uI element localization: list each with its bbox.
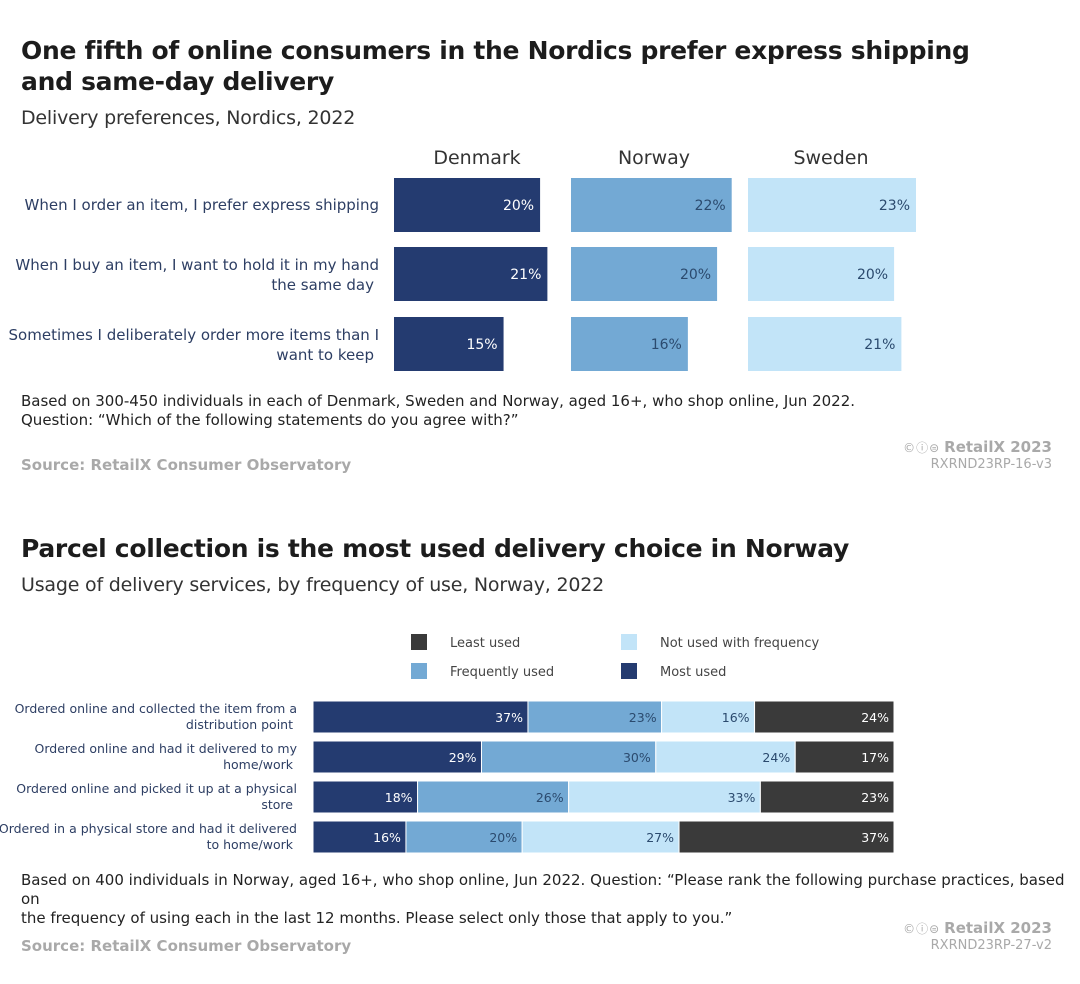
segment-data-label: 29% bbox=[449, 750, 477, 765]
bar-data-label: 15% bbox=[466, 337, 497, 353]
legend-label: Least used bbox=[450, 636, 520, 651]
chart1-plot: Denmark Norway Sweden When I order an item,… bbox=[9, 147, 916, 371]
stacked-segment bbox=[568, 780, 761, 814]
stacked-segment bbox=[405, 820, 523, 854]
bar-sweden bbox=[748, 178, 916, 232]
chart2-code: RXRND23RP-27-v2 bbox=[930, 938, 1052, 953]
row-label: Ordered in a physical store and had it d… bbox=[0, 821, 297, 836]
chart1-title-line1: One fifth of online consumers in the Nor… bbox=[21, 36, 970, 65]
chart2-brand: ©ⓘ⊜ RetailX 2023 RXRND23RP-27-v2 bbox=[903, 919, 1052, 953]
row-label: Ordered online and had it delivered to m… bbox=[35, 741, 298, 756]
chart1-note-line2: Question: “Which of the following statem… bbox=[21, 411, 519, 429]
panel-header-norway: Norway bbox=[618, 147, 690, 169]
segment-data-label: 27% bbox=[646, 830, 674, 845]
row-label: When I order an item, I prefer express s… bbox=[25, 196, 379, 214]
legend-swatch bbox=[411, 634, 427, 650]
segment-data-label: 24% bbox=[762, 750, 790, 765]
stacked-segment bbox=[527, 700, 663, 734]
row-label: home/work bbox=[223, 757, 294, 772]
segment-data-label: 24% bbox=[861, 710, 889, 725]
stacked-segment bbox=[678, 820, 895, 854]
bar-data-label: 23% bbox=[879, 198, 910, 214]
segment-data-label: 23% bbox=[629, 710, 657, 725]
bar-denmark bbox=[394, 317, 504, 371]
segment-data-label: 37% bbox=[495, 710, 523, 725]
segment-data-label: 17% bbox=[861, 750, 889, 765]
chart1-title-line2: and same-day delivery bbox=[21, 67, 334, 96]
chart1-note-line1: Based on 300-450 individuals in each of … bbox=[21, 392, 856, 410]
chart2-subtitle: Usage of delivery services, by frequency… bbox=[21, 574, 605, 596]
legend-swatch bbox=[621, 634, 637, 650]
bar-sweden bbox=[748, 317, 902, 371]
segment-data-label: 18% bbox=[385, 790, 413, 805]
bar-norway bbox=[571, 178, 732, 232]
chart1-title: One fifth of online consumers in the Nor… bbox=[21, 35, 970, 97]
chart1-note: Based on 300-450 individuals in each of … bbox=[21, 392, 855, 430]
segment-data-label: 37% bbox=[861, 830, 889, 845]
row-label: Ordered online and collected the item fr… bbox=[15, 701, 297, 716]
segment-data-label: 20% bbox=[489, 830, 517, 845]
bar-data-label: 21% bbox=[510, 267, 541, 283]
stacked-segment bbox=[312, 780, 419, 814]
row-label: Sometimes I deliberately order more item… bbox=[9, 326, 379, 344]
segment-data-label: 23% bbox=[861, 790, 889, 805]
stacked-segment bbox=[521, 820, 680, 854]
row-label: want to keep bbox=[276, 346, 374, 364]
legend-swatch bbox=[621, 663, 637, 679]
chart2-note-line2: the frequency of using each in the last … bbox=[21, 909, 733, 927]
legend-label: Not used with frequency bbox=[660, 636, 820, 651]
bar-data-label: 16% bbox=[651, 337, 682, 353]
chart1-brand-name: RetailX 2023 bbox=[944, 438, 1052, 456]
row-label: When I buy an item, I want to hold it in… bbox=[15, 256, 379, 274]
bar-norway bbox=[571, 247, 718, 301]
legend-label: Frequently used bbox=[450, 665, 554, 680]
stacked-segment bbox=[661, 700, 756, 734]
chart2-note: Based on 400 individuals in Norway, aged… bbox=[21, 871, 1080, 928]
bar-data-label: 20% bbox=[857, 267, 888, 283]
cc-license-icon: ©ⓘ⊜ bbox=[903, 441, 941, 455]
bar-norway bbox=[571, 317, 688, 371]
stacked-segment bbox=[754, 700, 895, 734]
row-label: store bbox=[261, 797, 293, 812]
stacked-segment bbox=[655, 740, 796, 774]
bar-data-label: 20% bbox=[503, 198, 534, 214]
bar-data-label: 21% bbox=[864, 337, 895, 353]
chart2-note-line1: Based on 400 individuals in Norway, aged… bbox=[21, 871, 1065, 908]
stacked-segment bbox=[759, 780, 895, 814]
bar-denmark bbox=[394, 247, 548, 301]
row-label: Ordered online and picked it up at a phy… bbox=[16, 781, 297, 796]
chart2-brand-name: RetailX 2023 bbox=[944, 919, 1052, 937]
chart2-title: Parcel collection is the most used deliv… bbox=[21, 534, 849, 563]
cc-license-icon: ©ⓘ⊜ bbox=[903, 922, 941, 936]
chart2-source: Source: RetailX Consumer Observatory bbox=[21, 937, 352, 955]
bar-data-label: 20% bbox=[680, 267, 711, 283]
stacked-segment bbox=[312, 820, 407, 854]
segment-data-label: 16% bbox=[722, 710, 750, 725]
segment-data-label: 30% bbox=[623, 750, 651, 765]
row-label: the same day bbox=[271, 276, 374, 294]
bar-denmark bbox=[394, 178, 541, 232]
panel-header-sweden: Sweden bbox=[793, 147, 868, 169]
stacked-segment bbox=[417, 780, 570, 814]
bar-data-label: 22% bbox=[695, 198, 726, 214]
bar-sweden bbox=[748, 247, 895, 301]
chart2-plot: Least used Not used with frequency Frequen… bbox=[0, 634, 895, 854]
segment-data-label: 33% bbox=[728, 790, 756, 805]
chart1-source: Source: RetailX Consumer Observatory bbox=[21, 456, 352, 474]
segment-data-label: 16% bbox=[373, 830, 401, 845]
stacked-segment bbox=[794, 740, 895, 774]
row-label: distribution point bbox=[186, 717, 293, 732]
legend-label: Most used bbox=[660, 665, 726, 680]
segment-data-label: 26% bbox=[536, 790, 564, 805]
panel-header-denmark: Denmark bbox=[433, 147, 520, 169]
row-label: to home/work bbox=[207, 837, 294, 852]
chart1-code: RXRND23RP-16-v3 bbox=[930, 457, 1052, 472]
chart1-brand: ©ⓘ⊜ RetailX 2023 RXRND23RP-16-v3 bbox=[903, 438, 1052, 472]
legend-swatch bbox=[411, 663, 427, 679]
chart1-subtitle: Delivery preferences, Nordics, 2022 bbox=[21, 107, 356, 129]
